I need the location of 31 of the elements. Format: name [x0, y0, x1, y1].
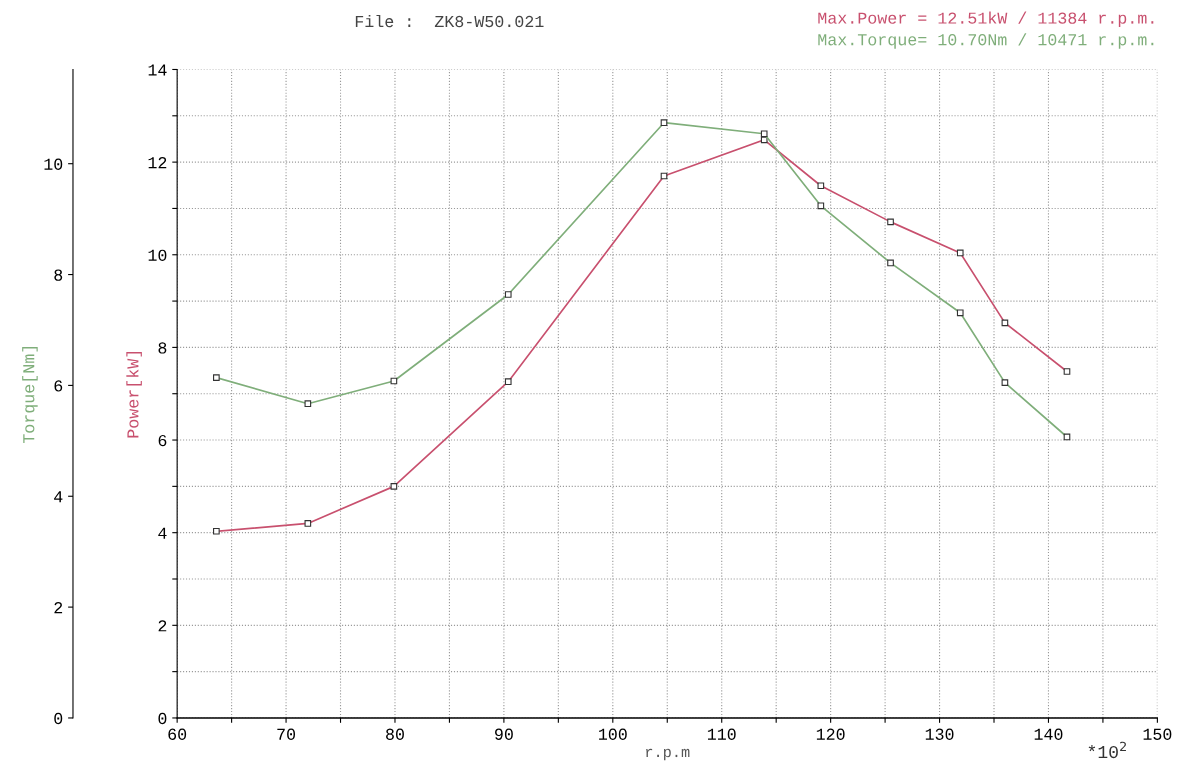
- y2-axis-title: Torque[Nm]: [22, 347, 38, 444]
- y2-tick-label: 10: [44, 158, 63, 170]
- y-tick-label: 14: [148, 64, 167, 76]
- x-tick-label: 130: [925, 728, 954, 740]
- x-tick-label: 120: [816, 728, 845, 740]
- y-tick-label: 2: [158, 620, 167, 632]
- y-tick-label: 6: [158, 434, 167, 447]
- text: Max.Power = 12.51kW / 11384 r.p.m.: [818, 11, 1154, 28]
- x-tick-label: 100: [599, 728, 627, 740]
- y2-tick-label: 0: [54, 712, 63, 725]
- y-tick-label: 12: [148, 157, 167, 169]
- y2-tick-label: 6: [54, 380, 63, 392]
- x-tick-label: 140: [1034, 728, 1063, 740]
- text: *10$^{2}$: [1088, 741, 1126, 759]
- x-tick-label: 60: [168, 728, 187, 740]
- x-tick-label: 110: [707, 728, 736, 740]
- x-axis-title: r.p.m: [646, 748, 690, 761]
- y2-tick-label: 2: [54, 602, 63, 614]
- y-tick-label: 4: [158, 527, 167, 539]
- text: Max.Torque= 10.70Nm / 10471 r.p.m.: [818, 33, 1154, 49]
- y-tick-label: 0: [158, 712, 167, 725]
- y2-tick-label: 8: [54, 269, 63, 281]
- x-tick-label: 90: [495, 728, 513, 740]
- y-tick-label: 8: [158, 342, 167, 354]
- y-axis-title: Power[kW]: [126, 352, 142, 438]
- y2-tick-label: 4: [54, 491, 63, 503]
- x-tick-label: 80: [386, 728, 404, 740]
- y-tick-label: 10: [148, 249, 167, 261]
- chart-title: File : ZK8-W50.021: [355, 14, 544, 28]
- x-tick-label: 150: [1143, 728, 1172, 740]
- x-tick-label: 70: [277, 728, 296, 740]
